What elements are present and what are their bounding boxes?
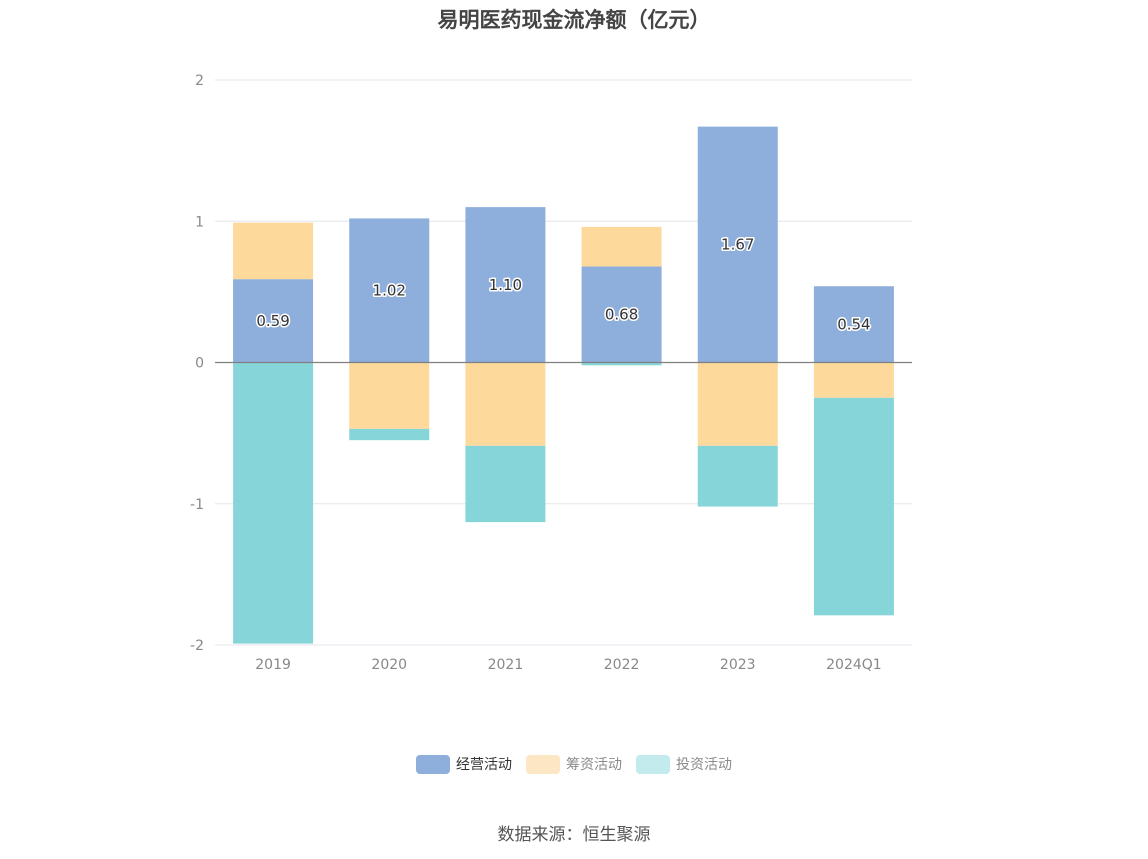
bar-investing: [465, 445, 546, 523]
bar-operating: [581, 266, 662, 363]
x-tick-label: 2023: [720, 657, 756, 673]
legend-label-operating: 经营活动: [456, 757, 512, 773]
y-tick-label: 2: [195, 73, 204, 89]
data-labels: 0.59 1.02 1.10 0.68 1.67 0.54: [255, 234, 872, 335]
y-tick-label: 1: [195, 214, 204, 230]
data-label: 1.67: [721, 236, 754, 254]
bar-financing: [465, 362, 546, 446]
source-note: 数据来源：恒生聚源: [497, 825, 651, 845]
x-tick-label: 2019: [255, 657, 291, 673]
legend-item-operating[interactable]: 经营活动: [416, 754, 512, 774]
bar-operating: [349, 218, 430, 363]
bar-financing: [813, 362, 894, 398]
bar-investing: [349, 428, 430, 441]
bar-financing: [581, 226, 662, 267]
x-tick-label: 2022: [604, 657, 640, 673]
data-label: 0.54: [837, 315, 870, 333]
data-label: 1.02: [373, 281, 406, 299]
zero-axis: [215, 361, 912, 646]
x-tick-label: 2020: [371, 657, 407, 673]
y-tick-label: 0: [195, 356, 204, 372]
bar-operating: [813, 286, 894, 363]
bar-operating: [233, 279, 314, 363]
bar-financing: [233, 222, 314, 280]
legend-item-investing[interactable]: 投资活动: [636, 754, 732, 774]
y-tick-label: -1: [190, 497, 204, 513]
data-label: 0.59: [256, 312, 289, 330]
data-label: 1.10: [489, 276, 522, 294]
legend-label-investing: 投资活动: [676, 757, 732, 773]
bar-investing: [813, 397, 894, 616]
legend-swatch-financing: [526, 754, 560, 774]
bar-investing: [581, 362, 662, 366]
bar-operating: [697, 126, 778, 363]
legend: 经营活动 筹资活动 投资活动: [0, 754, 1148, 774]
legend-label-financing: 筹资活动: [566, 757, 622, 773]
bar-investing: [233, 362, 314, 644]
x-tick-label: 2024Q1: [826, 657, 882, 673]
x-tick-label: 2021: [488, 657, 524, 673]
bar-financing: [697, 362, 778, 446]
legend-swatch-operating: [416, 754, 450, 774]
bar-operating: [465, 207, 546, 363]
legend-swatch-investing: [636, 754, 670, 774]
bars: [233, 126, 894, 644]
y-tick-label: -2: [190, 638, 204, 654]
bar-financing: [349, 362, 430, 429]
y-axis-ticks: 2 1 0 -1 -2: [190, 73, 204, 654]
chart-title: 易明医药现金流净额（亿元）: [437, 8, 711, 32]
bar-investing: [697, 445, 778, 507]
x-axis-ticks: 2019 2020 2021 2022 2023 2024Q1: [255, 657, 881, 673]
data-label: 0.68: [605, 305, 638, 323]
legend-item-financing[interactable]: 筹资活动: [526, 754, 622, 774]
